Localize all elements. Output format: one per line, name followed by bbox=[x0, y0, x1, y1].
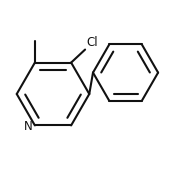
Text: N: N bbox=[24, 120, 33, 133]
Text: Cl: Cl bbox=[86, 36, 98, 49]
